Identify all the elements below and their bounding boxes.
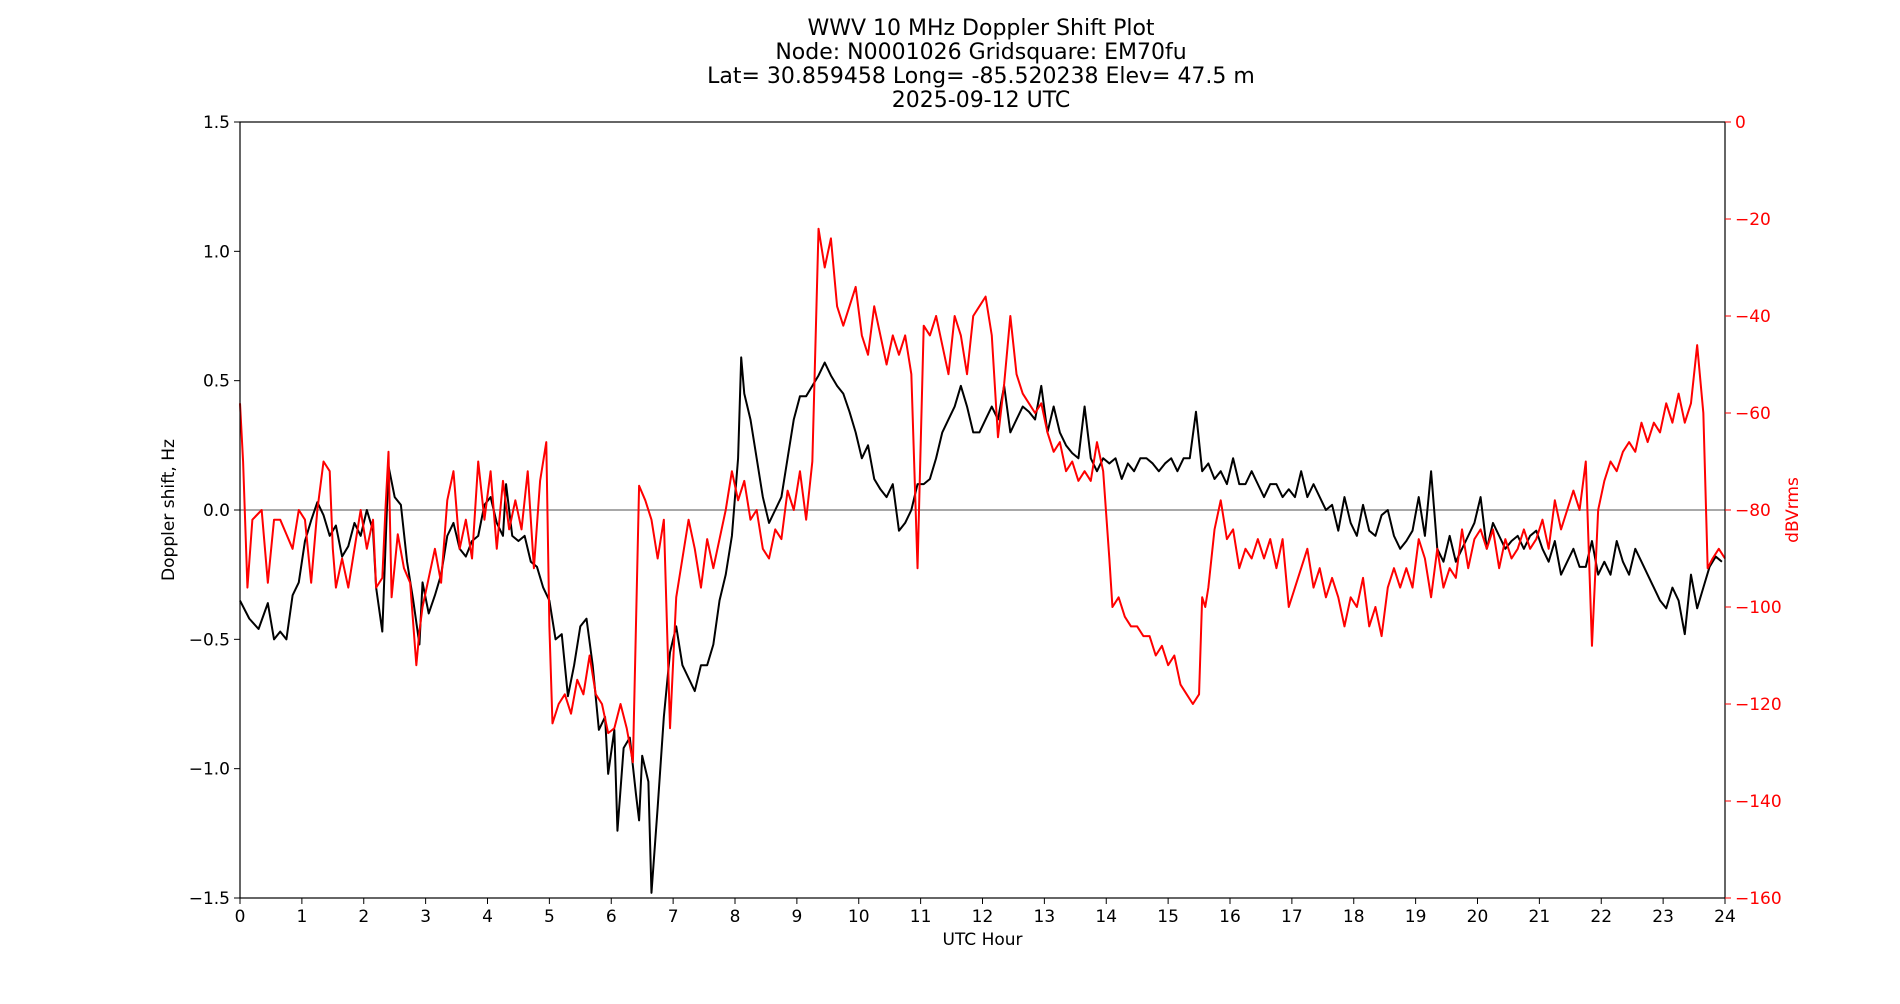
x-tick-label: 22 [1590, 907, 1612, 927]
doppler-shift-line [239, 356, 1723, 894]
x-tick-label: 21 [1529, 907, 1551, 927]
x-tick-label: 14 [1095, 907, 1117, 927]
y2-tick-label: −120 [1735, 695, 1782, 715]
x-tick-label: 7 [668, 907, 679, 927]
title-line-1: WWV 10 MHz Doppler Shift Plot [807, 16, 1154, 41]
x-tick-label: 13 [1034, 907, 1056, 927]
y2-tick-label: −160 [1735, 889, 1782, 909]
x-tick-label: 23 [1652, 907, 1674, 927]
title-line-4: 2025-09-12 UTC [892, 88, 1070, 113]
y2-tick-label: −140 [1735, 792, 1782, 812]
x-tick-label: 2 [358, 907, 369, 927]
y2-tick-label: −20 [1735, 210, 1771, 230]
x-tick-label: 17 [1281, 907, 1303, 927]
y-tick-label: −1.0 [189, 760, 230, 780]
y2-tick-label: −100 [1735, 598, 1782, 618]
y-tick-label: −1.5 [189, 889, 230, 909]
x-axis-label: UTC Hour [942, 930, 1022, 950]
y2-tick-label: −40 [1735, 307, 1771, 327]
x-tick-label: 0 [235, 907, 246, 927]
x-tick-label: 20 [1467, 907, 1489, 927]
x-tick-label: 3 [420, 907, 431, 927]
x-tick-label: 4 [482, 907, 493, 927]
y-tick-label: −0.5 [189, 630, 230, 650]
x-tick-label: 6 [606, 907, 617, 927]
x-tick-label: 12 [972, 907, 994, 927]
y-axis-label: Doppler shift, Hz [159, 439, 179, 581]
x-tick-label: 1 [296, 907, 307, 927]
x-tick-label: 5 [544, 907, 555, 927]
x-tick-label: 8 [730, 907, 741, 927]
x-tick-label: 10 [848, 907, 870, 927]
y-tick-label: 0.0 [203, 501, 230, 521]
x-tick-label: 19 [1405, 907, 1427, 927]
x-tick-label: 18 [1343, 907, 1365, 927]
x-tick-label: 9 [791, 907, 802, 927]
y-tick-label: 0.5 [203, 372, 230, 392]
y2-tick-label: −80 [1735, 501, 1771, 521]
y2-axis-label: dBVrms [1783, 477, 1803, 543]
y-tick-label: 1.5 [203, 113, 230, 133]
y2-tick-label: 0 [1735, 113, 1746, 133]
y2-tick-label: −60 [1735, 404, 1771, 424]
title-line-2: Node: N0001026 Gridsquare: EM70fu [775, 40, 1186, 65]
plot-area: 0 1 2 3 4 5 6 7 8 9 10 11 12 13 14 15 16 17 18 19 20 21 22 23 24… [159, 113, 1803, 950]
signal-level-line [239, 227, 1726, 764]
x-tick-label: 24 [1714, 907, 1736, 927]
x-tick-label: 15 [1157, 907, 1179, 927]
title-line-3: Lat= 30.859458 Long= -85.520238 Elev= 47… [707, 64, 1255, 89]
x-tick-label: 16 [1219, 907, 1241, 927]
x-tick-label: 11 [910, 907, 932, 927]
y-tick-label: 1.0 [203, 242, 230, 262]
